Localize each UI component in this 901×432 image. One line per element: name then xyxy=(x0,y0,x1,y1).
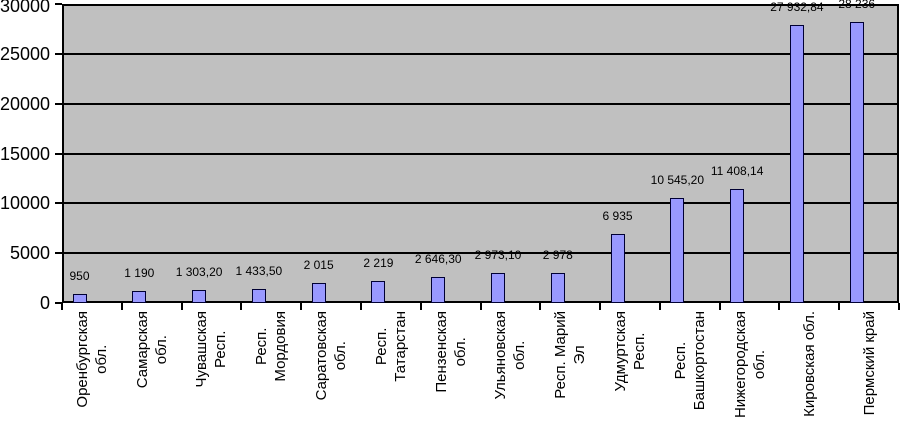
bar xyxy=(730,189,745,303)
gridline xyxy=(64,102,897,105)
x-axis-label-text: Пермский край xyxy=(860,311,878,416)
x-axis-label: Пермский край xyxy=(849,311,889,431)
bar-value-label: 6 935 xyxy=(602,208,633,223)
x-axis-tick xyxy=(658,303,661,310)
bar-value-label: 10 545,20 xyxy=(650,172,705,187)
x-axis-label-text: Удмуртская Респ. xyxy=(611,311,648,392)
x-axis-label: Респ. Татарстан xyxy=(371,311,411,431)
x-axis-tick xyxy=(898,303,900,310)
y-axis-tick xyxy=(55,152,62,155)
x-axis-label: Саратовская обл. xyxy=(311,311,351,431)
x-axis-label-text: Респ. Башкортостан xyxy=(671,311,708,411)
bar xyxy=(789,24,804,303)
x-axis-label: Респ. Марий Эл xyxy=(550,311,590,431)
y-axis-label: 5000 xyxy=(9,243,50,264)
bar-value-label: 11 408,14 xyxy=(710,164,764,179)
x-axis-tick xyxy=(539,303,542,310)
x-axis-tick xyxy=(300,303,303,310)
x-axis-label-text: Чувашская Респ. xyxy=(193,311,230,388)
x-axis-label-text: Респ. Марий Эл xyxy=(552,311,589,399)
x-axis-label-text: Саратовская обл. xyxy=(313,311,350,401)
bar-value-label: 950 xyxy=(69,268,90,283)
x-axis-tick xyxy=(61,303,63,310)
bar xyxy=(311,282,326,303)
x-axis-label: Чувашская Респ. xyxy=(191,311,231,431)
x-axis-label: Удмуртская Респ. xyxy=(610,311,650,431)
y-axis-label: 20000 xyxy=(0,93,51,114)
bar xyxy=(670,197,685,303)
y-axis-tick xyxy=(55,252,62,255)
gridline xyxy=(64,52,897,55)
x-axis-tick xyxy=(479,303,482,310)
gridline xyxy=(64,202,897,205)
x-axis-label-text: Оренбургская обл. xyxy=(73,311,110,408)
bar xyxy=(72,293,87,303)
bar-value-label: 1 190 xyxy=(124,266,155,281)
bar xyxy=(610,233,625,303)
x-axis-label: Респ. Башкортостан xyxy=(670,311,710,431)
y-axis-label: 25000 xyxy=(0,43,51,64)
bar xyxy=(431,276,446,303)
x-axis-tick xyxy=(240,303,243,310)
x-axis-tick xyxy=(838,303,841,310)
x-axis-tick xyxy=(599,303,602,310)
y-axis-label: 15000 xyxy=(0,143,51,164)
bar xyxy=(371,280,386,303)
bar xyxy=(251,288,266,303)
bar-value-label: 2 015 xyxy=(303,257,334,272)
y-axis-label: 10000 xyxy=(0,193,51,214)
x-axis-tick xyxy=(359,303,362,310)
x-axis-label-text: Пензенская обл. xyxy=(432,311,469,393)
x-axis-label-text: Ульяновская обл. xyxy=(492,311,529,400)
bar xyxy=(849,21,864,303)
gridline xyxy=(64,252,897,255)
y-axis-label: 0 xyxy=(39,293,50,313)
bar xyxy=(550,273,565,303)
bar-value-label: 1 303,20 xyxy=(175,265,223,279)
bar-value-label: 2 973,10 xyxy=(474,248,522,263)
x-axis-label: Респ. Мордовия xyxy=(251,311,291,431)
y-axis-tick xyxy=(55,3,62,5)
y-axis-tick xyxy=(55,52,62,55)
bar xyxy=(491,273,505,303)
x-axis-tick xyxy=(718,303,721,310)
bar-value-label: 2 219 xyxy=(363,255,394,270)
bar-value-label: 1 433,50 xyxy=(235,263,283,278)
y-axis-tick xyxy=(55,202,62,205)
x-axis-tick xyxy=(120,303,123,310)
x-axis-label-text: Респ. Татарстан xyxy=(372,311,409,382)
x-axis-label-text: Кировская обл. xyxy=(800,311,818,417)
x-axis-tick xyxy=(419,303,422,310)
x-axis-label: Самарская обл. xyxy=(132,311,172,431)
gridline xyxy=(64,152,897,155)
y-axis-tick xyxy=(55,302,62,304)
bar xyxy=(192,290,207,303)
x-axis-label: Пензенская обл. xyxy=(431,311,471,431)
x-axis-label-text: Респ. Мордовия xyxy=(253,311,290,382)
bar-value-label: 2 978 xyxy=(542,248,573,263)
x-axis-tick xyxy=(778,303,781,310)
y-axis-tick xyxy=(55,102,62,105)
x-axis-label-text: Нижегородская обл. xyxy=(731,311,768,419)
bar xyxy=(132,291,147,303)
y-axis-label: 30000 xyxy=(0,0,51,16)
x-axis-label: Оренбургская обл. xyxy=(72,311,112,431)
x-axis-label: Кировская обл. xyxy=(789,311,829,431)
bar-value-label: 2 646,30 xyxy=(414,251,462,266)
bar-value-label: 28 236 xyxy=(838,0,876,11)
x-axis-label-text: Самарская обл. xyxy=(133,311,170,389)
bar-value-label: 27 932,84 xyxy=(770,0,824,14)
x-axis-label: Ульяновская обл. xyxy=(490,311,530,431)
x-axis-tick xyxy=(180,303,183,310)
x-axis-label: Нижегородская обл. xyxy=(730,311,770,431)
